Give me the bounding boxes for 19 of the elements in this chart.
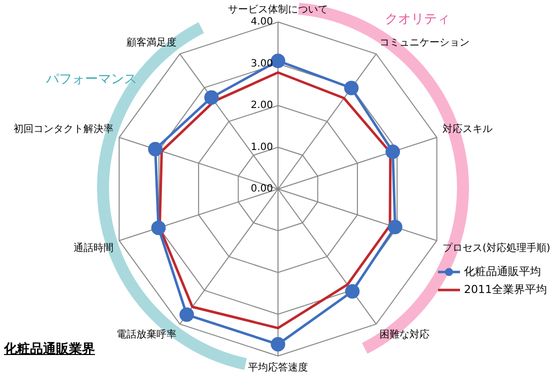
text: 化粧品通販業界 xyxy=(4,340,95,358)
spoke-label: 電話放棄呼率 xyxy=(116,328,176,341)
y-tick-label: 4.00 xyxy=(250,16,273,28)
y-tick-label: 2.00 xyxy=(250,100,273,112)
text: パフォーマンス xyxy=(46,71,137,88)
spoke-label: 通話時間 xyxy=(73,242,114,254)
legend-label: 化粧品通販平均 xyxy=(464,264,541,278)
spoke-label: 対応スキル xyxy=(442,123,493,136)
spoke-label: プロセス(対応処理手順) xyxy=(442,242,550,254)
text: クオリティ xyxy=(385,11,450,28)
spoke-label: コミュニケーション xyxy=(380,38,470,49)
y-tick-label: 0.00 xyxy=(250,184,273,195)
y-tick-label: 1.00 xyxy=(250,142,273,153)
spoke-label: サービス体制について xyxy=(228,4,328,16)
spoke-label: 困難な対応 xyxy=(380,328,430,341)
spoke-label: 初回コンタクト解決率 xyxy=(13,123,114,136)
spoke-label: 顧客満足度 xyxy=(126,36,176,49)
legend-label: 2011全業界平均 xyxy=(464,282,547,296)
spoke-label: 平均応答速度 xyxy=(248,362,308,374)
